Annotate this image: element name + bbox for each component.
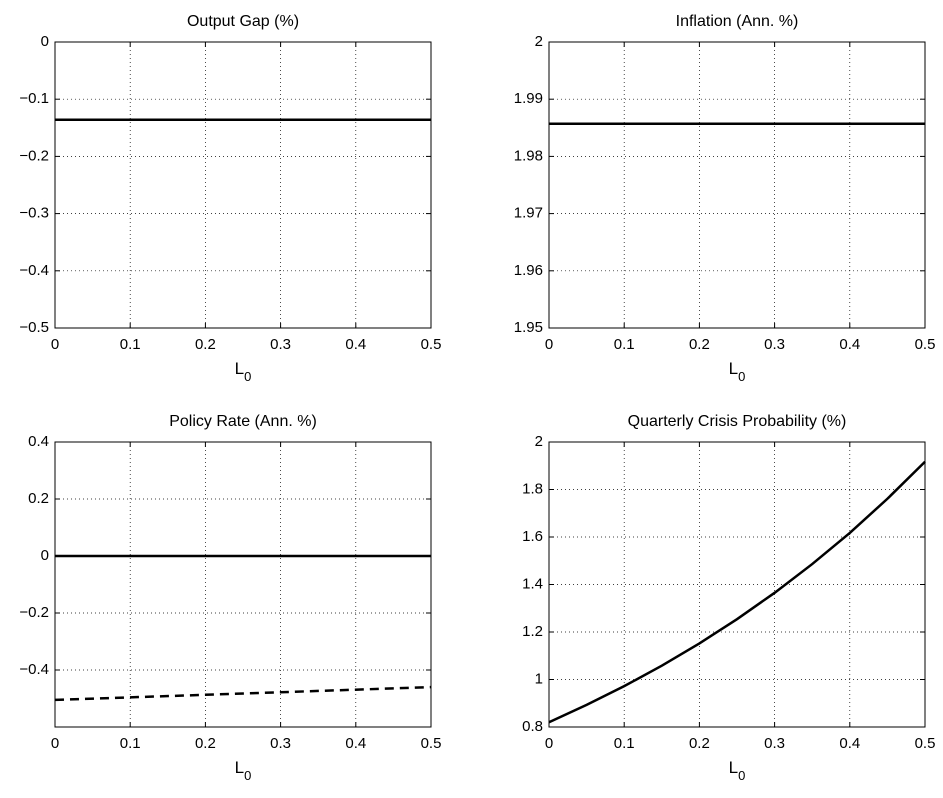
x-tick-label: 0 [51,336,59,353]
x-tick-label: 0.4 [345,735,366,752]
y-tick-label: 1.8 [522,480,543,497]
chart-title: Output Gap (%) [187,13,299,30]
y-tick-label: 1.2 [522,623,543,640]
x-axis-label-subscript: 0 [244,369,251,384]
y-tick-label: −0.3 [19,205,49,222]
x-tick-label: 0.4 [839,735,860,752]
x-tick-label: 0.1 [614,336,635,353]
x-axis-label-base: L [729,758,738,777]
y-tick-label: −0.5 [19,319,49,336]
x-tick-label: 0.5 [421,735,442,752]
x-tick-label: 0.3 [270,336,291,353]
chart-title: Inflation (Ann. %) [676,13,799,30]
chart-title: Policy Rate (Ann. %) [169,413,317,430]
x-tick-label: 0.3 [764,735,785,752]
y-tick-label: 2 [535,433,543,450]
y-tick-label: 1.95 [514,319,543,336]
x-tick-label: 0.3 [270,735,291,752]
y-tick-label: 0 [41,547,49,564]
y-tick-label: 1 [535,670,543,687]
x-tick-label: 0 [545,336,553,353]
x-tick-label: 0.5 [915,336,936,353]
x-tick-label: 0.1 [614,735,635,752]
x-axis-label-base: L [235,758,244,777]
x-axis-label-subscript: 0 [738,768,745,783]
x-tick-label: 0.2 [195,336,216,353]
y-tick-label: −0.1 [19,90,49,107]
y-tick-label: 2 [535,33,543,50]
x-tick-label: 0 [545,735,553,752]
axes-frame [54,41,432,329]
x-tick-label: 0.5 [421,336,442,353]
y-tick-label: −0.4 [19,262,49,279]
x-tick-label: 0.2 [689,735,710,752]
y-tick-label: 0.2 [28,490,49,507]
y-tick-label: −0.2 [19,604,49,621]
y-tick-label: 1.99 [514,90,543,107]
axes-frame [548,441,926,728]
data-line [548,460,926,724]
axes-frame [54,441,432,728]
chart-title: Quarterly Crisis Probability (%) [628,413,847,430]
y-tick-label: −0.4 [19,661,49,678]
x-axis-label: L0 [235,359,252,384]
x-tick-label: 0.3 [764,336,785,353]
x-axis-label-base: L [729,359,738,378]
x-tick-label: 0.2 [689,336,710,353]
x-axis-label: L0 [729,359,746,384]
x-tick-label: 0.5 [915,735,936,752]
y-tick-label: 0 [41,33,49,50]
y-tick-label: 0.4 [28,433,49,450]
y-tick-label: 1.6 [522,528,543,545]
x-axis-label: L0 [235,758,252,783]
x-tick-label: 0.2 [195,735,216,752]
x-tick-label: 0.4 [345,336,366,353]
y-tick-label: 1.96 [514,262,543,279]
x-tick-label: 0.4 [839,336,860,353]
y-tick-label: 0.8 [522,718,543,735]
x-tick-label: 0.1 [120,336,141,353]
x-axis-label-subscript: 0 [738,369,745,384]
x-axis-label-subscript: 0 [244,768,251,783]
data-line [54,685,432,702]
x-axis-label: L0 [729,758,746,783]
y-tick-label: −0.2 [19,147,49,164]
y-tick-label: 1.4 [522,575,543,592]
y-tick-label: 1.97 [514,205,543,222]
y-tick-label: 1.98 [514,147,543,164]
axes-frame [548,41,926,329]
x-tick-label: 0 [51,735,59,752]
x-axis-label-base: L [235,359,244,378]
x-tick-label: 0.1 [120,735,141,752]
